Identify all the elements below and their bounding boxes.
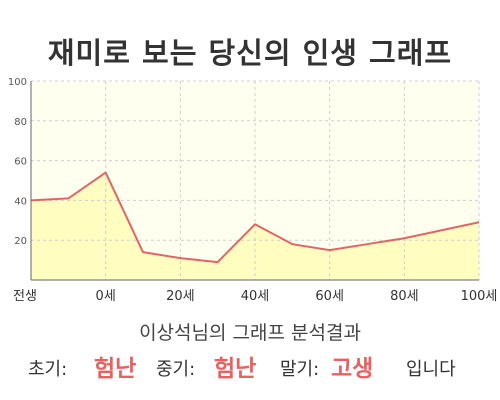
page-title: 재미로 보는 당신의 인생 그래프 [47,36,453,70]
y-tick-label: 60 [14,157,27,168]
x-tick-label: 20세 [166,289,195,304]
x-tick-label: 전생 [13,289,37,304]
y-tick-label: 20 [14,236,27,247]
x-tick-label: 80세 [390,289,419,304]
analysis-result: 초기: 험난 중기: 험난 말기: 고생 입니다 [0,347,500,382]
y-tick-label: 40 [14,196,27,207]
x-tick-label: 60세 [315,289,344,304]
analysis-subtitle: 이상석님의 그래프 분석결과 [139,322,361,344]
early-value: 험난 [94,356,137,382]
x-tick-label: 40세 [241,289,270,304]
series-line [30,171,480,264]
y-tick-label: 80 [14,117,27,128]
early-label: 초기: [28,359,68,380]
result-suffix: 입니다 [406,359,456,380]
late-value: 고생 [331,356,374,382]
x-tick-label: 0세 [96,289,116,304]
x-tick-label: 100세 [461,289,498,304]
mid-value: 험난 [214,356,257,382]
mid-label: 중기: [156,359,196,380]
late-label: 말기: [280,359,320,380]
y-tick-label: 100 [8,77,27,88]
